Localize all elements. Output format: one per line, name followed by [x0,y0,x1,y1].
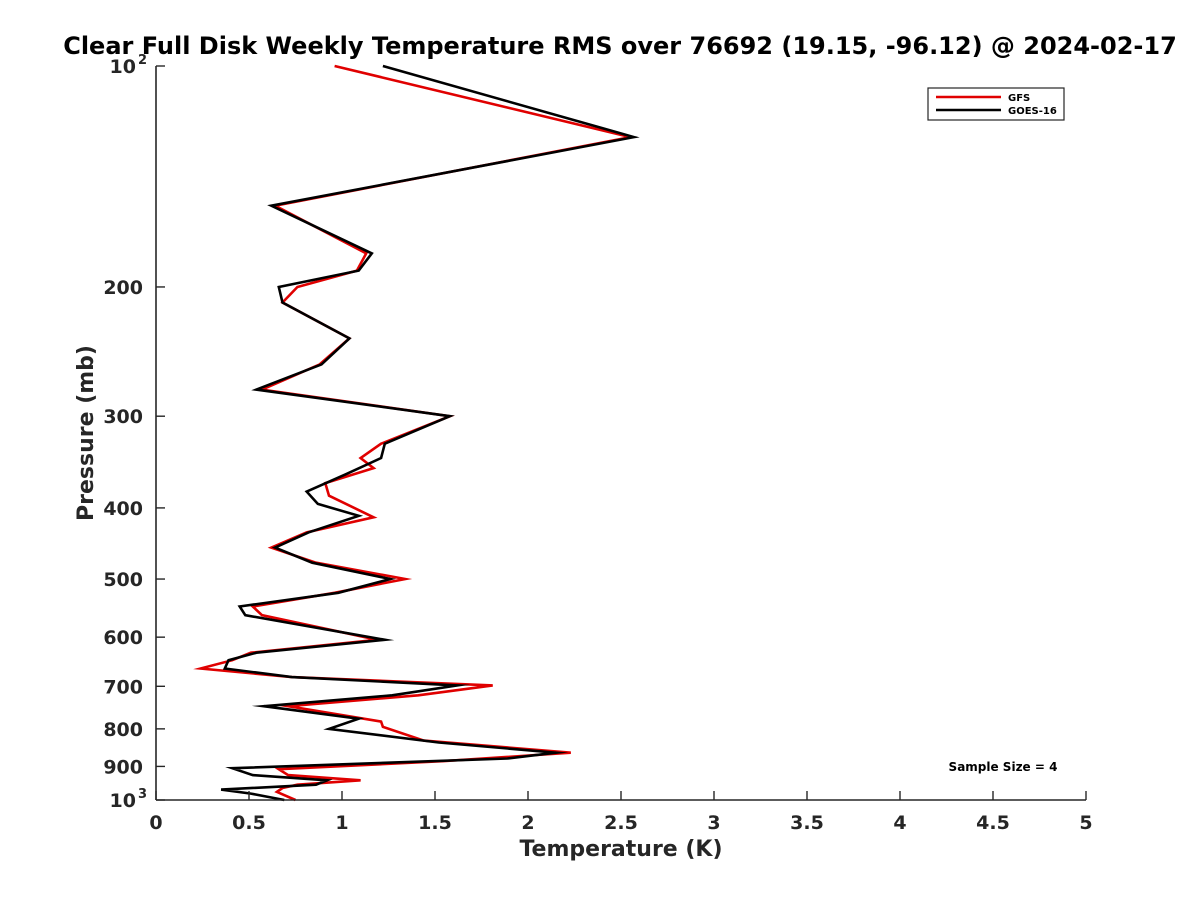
x-ticks: 0 0.5 1 1.5 2 2.5 3 3.5 4 4.5 5 [149,791,1093,834]
x-tick-label: 4.5 [976,812,1010,834]
sample-size-annotation: Sample Size = 4 [949,760,1058,774]
y-tick-label: 700 [103,676,143,698]
chart-legend: GFS GOES-16 [927,87,1065,121]
x-tick-label: 1 [335,812,348,834]
chart-title: Clear Full Disk Weekly Temperature RMS o… [63,32,1177,60]
y-tick-label: 10 [110,790,136,812]
y-tick-label: 600 [103,627,143,649]
x-axis-label: Temperature (K) [519,837,722,862]
legend-label-goes16: GOES-16 [1008,106,1057,117]
series-layer [193,64,640,802]
y-tick-label: 200 [103,277,143,299]
y-tick-exponent: 3 [138,787,147,802]
y-tick-label: 500 [103,569,143,591]
x-tick-label: 2 [521,812,534,834]
x-tick-label: 2.5 [604,812,638,834]
y-tick-label: 10 [110,56,136,78]
legend-box [927,87,1065,121]
plot-axes [155,66,1086,801]
x-tick-label: 1.5 [418,812,452,834]
x-tick-label: 3.5 [790,812,824,834]
y-tick-label: 300 [103,406,143,428]
series-line-gfs [193,64,637,802]
y-axis-label: Pressure (mb) [74,345,99,521]
y-tick-label: 400 [103,498,143,520]
legend-label-gfs: GFS [1008,93,1030,104]
x-tick-label: 3 [707,812,720,834]
x-tick-label: 4 [893,812,906,834]
y-tick-exponent: 2 [138,53,147,68]
series-line-goes16 [220,64,640,802]
x-tick-label: 5 [1079,812,1092,834]
x-tick-label: 0 [149,812,162,834]
y-tick-label: 800 [103,719,143,741]
x-tick-label: 0.5 [232,812,266,834]
y-tick-label: 900 [103,756,143,778]
